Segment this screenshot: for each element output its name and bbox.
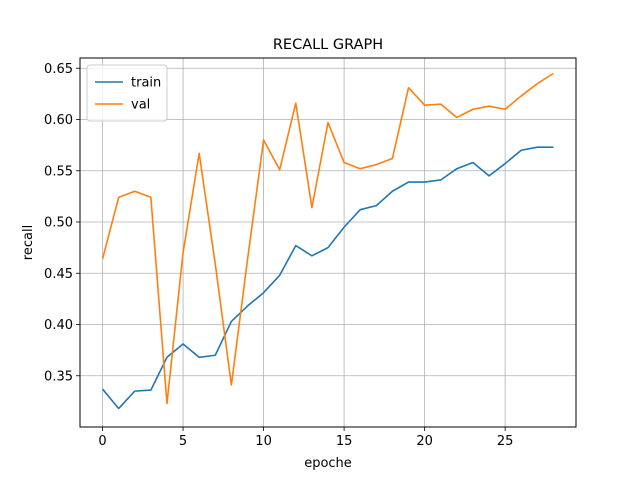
y-tick-label: 0.50 xyxy=(44,216,73,231)
legend: train val xyxy=(86,64,168,122)
legend-box xyxy=(86,64,168,122)
y-tick-label: 0.35 xyxy=(44,369,73,384)
legend-label-val: val xyxy=(131,98,150,113)
series-line-val xyxy=(101,72,554,405)
y-axis-label: recall xyxy=(21,225,36,260)
y-tick-label: 0.45 xyxy=(44,267,73,282)
plot-frame xyxy=(79,57,577,428)
legend-label-train: train xyxy=(131,76,161,91)
x-tick-label: 0 xyxy=(98,434,106,449)
x-tick-label: 15 xyxy=(336,434,353,449)
x-tick-label: 5 xyxy=(179,434,187,449)
y-tick-label: 0.40 xyxy=(44,318,73,333)
x-tick-label: 10 xyxy=(255,434,272,449)
x-axis-label: epoche xyxy=(304,456,352,471)
chart-title: RECALL GRAPH xyxy=(273,37,383,53)
y-tick-label: 0.65 xyxy=(44,62,73,77)
grid xyxy=(80,58,576,427)
y-tick-label: 0.55 xyxy=(44,164,73,179)
axis-ticks: 0 5 10 15 20 25 0.35 0.40 0.45 0.50 0.55 0.60 0.65 xyxy=(44,62,513,449)
x-tick-label: 20 xyxy=(416,434,433,449)
y-tick-label: 0.60 xyxy=(44,113,73,128)
x-tick-label: 25 xyxy=(497,434,514,449)
series-line-train xyxy=(101,146,554,410)
series-lines xyxy=(101,72,554,410)
